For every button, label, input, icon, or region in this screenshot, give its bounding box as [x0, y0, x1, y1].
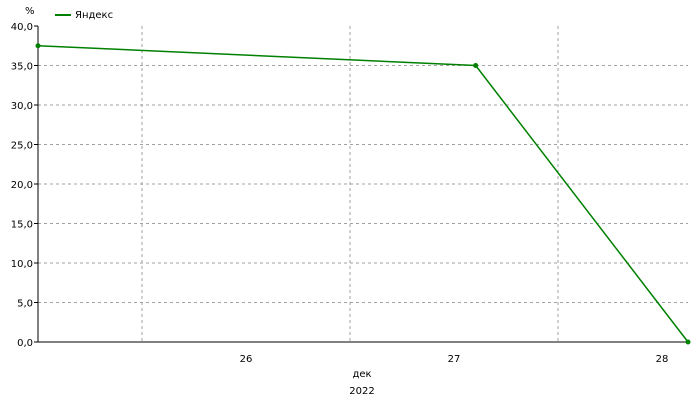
grid-lines [38, 26, 688, 342]
y-tick-label: 5,0 [17, 299, 33, 310]
series-group [35, 43, 691, 345]
y-tick-label: 40,0 [11, 22, 33, 33]
y-tick-label: 20,0 [11, 180, 33, 191]
x-axis-label: дек [352, 369, 371, 380]
x-axis-ticks: 26 27 28 [240, 354, 669, 365]
y-tick-label: 0,0 [17, 338, 33, 349]
y-tick-label: 10,0 [11, 259, 33, 270]
y-tick-label: 25,0 [11, 141, 33, 152]
y-tick-label: 15,0 [11, 220, 33, 231]
y-axis-ticks: 0,0 5,0 10,0 15,0 20,0 25,0 30,0 35,0 40,0 [11, 22, 38, 349]
data-point [473, 63, 479, 68]
data-point [685, 339, 691, 345]
y-tick-label: 35,0 [11, 62, 33, 73]
x-tick-label: 26 [240, 354, 253, 365]
x-tick-label: 27 [448, 354, 461, 365]
series-line [37, 45, 689, 343]
x-tick-label: 28 [656, 354, 669, 365]
y-tick-label: 30,0 [11, 101, 33, 112]
data-point [35, 43, 41, 49]
legend-entry: Яндекс [75, 10, 113, 21]
legend: Яндекс [55, 10, 113, 21]
x-axis-year-label: 2022 [349, 386, 374, 397]
y-axis-label: % [25, 6, 35, 17]
